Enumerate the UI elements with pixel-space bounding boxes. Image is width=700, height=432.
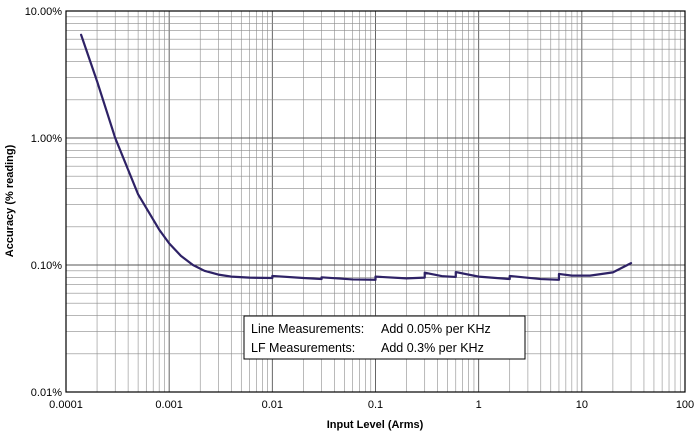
note-box-frame [243,315,526,360]
y-tick-label: 0.10% [31,260,62,272]
x-tick-label: 1 [476,399,482,411]
x-axis-label: Input Level (Arms) [327,419,424,431]
y-tick-label: 10.00% [25,6,63,18]
note-line-label: Line Measurements: [251,322,364,336]
x-tick-labels: 0.0001 0.001 0.01 0.1 1 10 100 [49,399,694,411]
x-tick-label: 100 [676,399,694,411]
x-tick-label: 0.0001 [49,399,83,411]
x-tick-label: 10 [576,399,588,411]
note-lf-label: LF Measurements: [251,341,355,355]
x-tick-label: 0.1 [368,399,383,411]
note-box: Line Measurements: Add 0.05% per KHz LF … [243,315,526,360]
x-tick-label: 0.01 [262,399,283,411]
accuracy-series-line [79,33,633,281]
y-axis-label: Accuracy (% reading) [4,144,16,257]
x-tick-label: 0.001 [155,399,183,411]
note-lf-value: Add 0.3% per KHz [381,341,484,355]
note-line-value: Add 0.05% per KHz [381,322,491,336]
y-tick-labels: 0.01% 0.10% 1.00% 10.00% [25,6,63,399]
y-tick-label: 0.01% [31,387,62,399]
plot-border [65,10,686,393]
y-tick-label: 1.00% [31,133,62,145]
